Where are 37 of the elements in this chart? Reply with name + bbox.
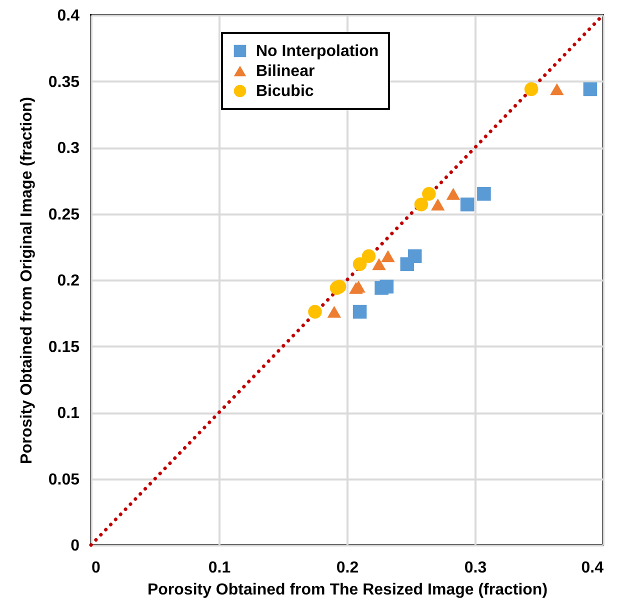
x-tick-label: 0.1: [208, 560, 231, 576]
y-axis-title: Porosity Obtained from Original Image (fraction): [18, 96, 36, 464]
point: [414, 198, 428, 212]
y-tick-label: 0.05: [48, 471, 80, 488]
x-axis-title: Porosity Obtained from The Resized Image (fraction): [147, 582, 548, 598]
point: [381, 250, 395, 262]
x-tick-label: 0.2: [336, 560, 359, 576]
legend-label: Bilinear: [256, 63, 315, 80]
point: [446, 188, 460, 200]
y-tick-label: 0.1: [57, 405, 80, 422]
point: [308, 304, 322, 319]
point: [583, 82, 598, 96]
point: [430, 198, 445, 210]
y-tick-label: 0.25: [48, 206, 80, 224]
y-tick-label: 0.4: [57, 8, 80, 24]
x-tick-label: 0: [92, 560, 100, 576]
legend-label: Bicubic: [256, 83, 314, 100]
point: [422, 186, 436, 201]
point: [408, 249, 422, 264]
point: [352, 257, 367, 271]
point: [380, 280, 394, 294]
x-tick-label: 0.4: [581, 560, 604, 576]
point: [362, 249, 376, 264]
legend-label: No Interpolation: [256, 43, 379, 60]
point: [327, 306, 342, 318]
y-tick-label: 0.3: [57, 140, 80, 157]
y-tick-label: 0.35: [48, 74, 80, 91]
point: [460, 198, 474, 212]
y-tick-label: 0.15: [48, 338, 80, 356]
y-tick-label: 0: [70, 538, 80, 554]
x-tick-label: 0.3: [464, 560, 487, 576]
point: [477, 186, 491, 201]
y-tick-label: 0.2: [57, 272, 80, 290]
point: [550, 83, 564, 96]
point: [352, 304, 367, 319]
point: [372, 258, 386, 270]
point: [524, 82, 538, 96]
